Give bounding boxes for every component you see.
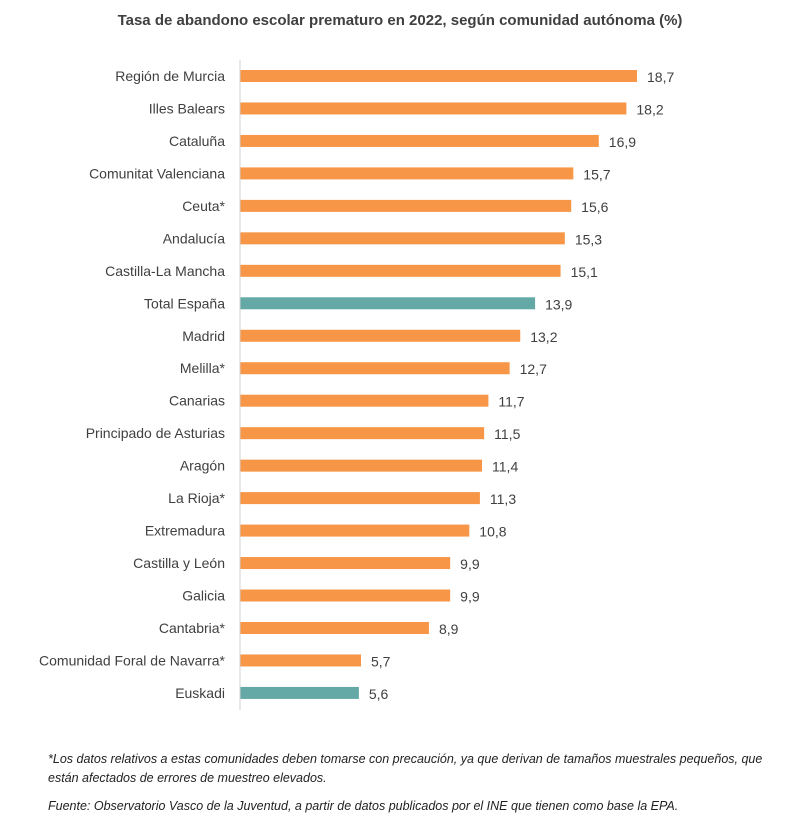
data-label: 9,9 — [460, 589, 480, 605]
data-label: 16,9 — [609, 134, 636, 150]
bar — [240, 557, 451, 570]
data-label: 13,9 — [545, 296, 572, 312]
source-note: Fuente: Observatorio Vasco de la Juventu… — [48, 799, 679, 813]
data-label: 8,9 — [439, 621, 459, 637]
data-label: 15,7 — [583, 166, 610, 182]
data-label: 11,4 — [492, 459, 518, 475]
data-label: 5,7 — [371, 653, 391, 669]
category-label: Principado de Asturias — [86, 425, 225, 441]
category-label: Melilla* — [180, 360, 226, 376]
bar — [240, 427, 485, 440]
bar — [240, 459, 483, 472]
category-label: Región de Murcia — [115, 68, 225, 84]
category-label: La Rioja* — [168, 490, 225, 506]
data-label: 18,2 — [636, 101, 663, 117]
bar — [240, 394, 489, 407]
data-label: 15,1 — [571, 264, 598, 280]
bar — [240, 199, 572, 212]
data-label: 15,3 — [575, 231, 602, 247]
data-label: 15,6 — [581, 199, 608, 215]
category-label: Castilla-La Mancha — [105, 263, 225, 279]
category-label: Castilla y León — [133, 555, 225, 571]
category-label: Total España — [144, 295, 225, 311]
data-label: 11,5 — [494, 426, 520, 442]
category-label: Andalucía — [163, 230, 225, 246]
bar — [240, 621, 429, 634]
category-label: Madrid — [182, 328, 225, 344]
category-label: Cantabria* — [159, 620, 226, 636]
data-label: 11,7 — [498, 394, 524, 410]
bar-chart: Región de Murcia 18,7 Illes Balears 18,2 Cat… — [39, 60, 674, 710]
category-label: Illes Balears — [149, 100, 225, 116]
category-label: Comunitat Valenciana — [89, 165, 225, 181]
bar — [240, 524, 470, 537]
bar — [240, 134, 599, 147]
bar — [240, 167, 574, 180]
bar — [240, 232, 565, 245]
bar — [240, 686, 359, 699]
category-label: Canarias — [169, 393, 225, 409]
category-label: Comunidad Foral de Navarra* — [39, 652, 226, 668]
bar — [240, 329, 521, 342]
data-label: 11,3 — [490, 491, 516, 507]
data-label: 10,8 — [479, 524, 506, 540]
bar — [240, 589, 451, 602]
bar — [240, 102, 627, 115]
bar — [240, 70, 637, 82]
footnote: *Los datos relativos a estas comunidades… — [48, 752, 763, 785]
category-label: Aragón — [180, 458, 225, 474]
data-label: 12,7 — [520, 361, 547, 377]
data-label: 18,7 — [647, 69, 674, 85]
category-label: Ceuta* — [182, 198, 225, 214]
category-label: Galicia — [182, 588, 225, 604]
bar — [240, 297, 536, 310]
data-label: 9,9 — [460, 556, 480, 572]
bar — [240, 654, 362, 667]
data-label: 13,2 — [530, 329, 557, 345]
category-label: Cataluña — [169, 133, 225, 149]
chart-title: Tasa de abandono escolar prematuro en 20… — [117, 12, 683, 29]
bar — [240, 264, 561, 277]
category-label: Extremadura — [145, 523, 225, 539]
data-label: 5,6 — [369, 686, 389, 702]
category-label: Euskadi — [175, 685, 225, 701]
bar — [240, 362, 510, 375]
bar — [240, 492, 480, 505]
